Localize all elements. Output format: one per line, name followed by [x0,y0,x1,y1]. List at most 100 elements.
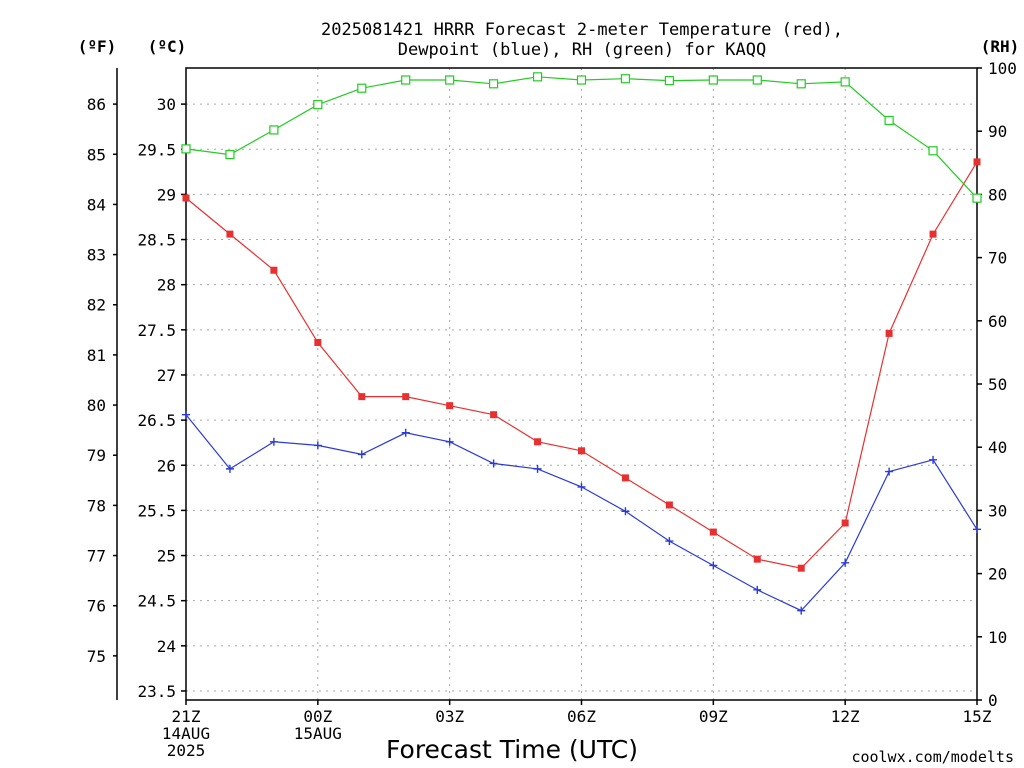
dewpoint-point [445,437,454,446]
temperature-point [446,402,454,410]
celsius-tick-label: 24.5 [137,592,176,611]
rh-tick-label: 100 [988,59,1017,78]
temperature-point [665,501,673,509]
temperature-point [885,329,893,337]
x-tick-label: 00Z [303,707,332,726]
temperature-point [226,230,234,238]
fahrenheit-tick-label: 82 [87,296,106,315]
dewpoint-point [357,450,366,459]
x-tick-label: 21Z [172,707,201,726]
celsius-tick-label: 25 [157,547,176,566]
temperature-point [270,266,278,274]
rh-tick-label: 0 [988,691,998,710]
temperature-point [973,158,981,166]
fahrenheit-tick-label: 79 [87,446,106,465]
temperature-point [402,393,410,401]
rh-unit-label: (RH) [981,37,1020,56]
dewpoint-point [753,585,762,594]
rh-point [620,74,631,84]
rh-point [489,79,499,89]
fahrenheit-tick-label: 84 [87,195,106,214]
x-axis-title: Forecast Time (UTC) [386,735,638,764]
dewpoint-point [973,525,981,534]
dewpoint-point [225,464,234,473]
chart-title-line-2: Dewpoint (blue), RH (green) for KAQQ [398,40,766,60]
fahrenheit-tick-label: 81 [87,346,106,365]
rh-point [269,125,279,135]
fahrenheit-tick-label: 78 [87,496,106,515]
temperature-point [358,393,366,401]
dewpoint-point [621,507,630,516]
rh-point [840,77,850,87]
temperature-point [753,555,761,563]
rh-point [708,75,718,85]
celsius-tick-label: 30 [157,95,176,114]
dewpoint-point [269,437,278,446]
rh-point [664,76,674,86]
celsius-tick-label: 27 [157,366,176,385]
rh-tick-label: 50 [988,375,1007,394]
fahrenheit-unit-label: (ºF) [78,37,117,56]
rh-point [752,75,762,85]
rh-point [445,75,455,85]
grid-lines [186,68,977,700]
rh-point [928,146,938,156]
temperature-point [534,438,542,446]
temperature-point [314,338,322,346]
axes: 75 76 77 78 79 80 81 82 83 84 85 86 23.5 24 24.5 25 25.5… [87,59,1017,760]
dewpoint-point [929,455,938,464]
rh-tick-label: 20 [988,565,1007,584]
celsius-tick-label: 27.5 [137,321,176,340]
celsius-tick-label: 26.5 [137,411,176,430]
x-tick-label: 12Z [831,707,860,726]
x-tick-label: 15Z [963,707,992,726]
dewpoint-line [185,414,978,612]
fahrenheit-tick-label: 86 [87,95,106,114]
rh-line [185,76,978,199]
dewpoint-point [533,464,542,473]
rh-tick-label: 40 [988,438,1007,457]
x-tick-label: 2025 [167,741,206,760]
credit-text: coolwx.com/modelts [851,748,1014,766]
celsius-tick-label: 28 [157,276,176,295]
celsius-unit-label: (ºC) [148,37,187,56]
fahrenheit-tick-label: 75 [87,647,106,666]
celsius-tick-label: 23.5 [137,682,176,701]
temperature-point [182,194,190,202]
rh-point [313,100,323,110]
rh-point [532,72,543,82]
celsius-tick-label: 29.5 [137,140,176,159]
x-tick-label: 03Z [435,707,464,726]
dewpoint-point [885,467,894,476]
x-tick-label: 14AUG [162,724,210,743]
rh-tick-label: 80 [988,185,1007,204]
x-tick-label: 09Z [699,707,728,726]
x-tick-label: 06Z [567,707,596,726]
dewpoint-point [665,537,674,546]
fahrenheit-tick-label: 85 [87,145,106,164]
temperature-point [578,447,585,455]
celsius-tick-label: 29 [157,185,176,204]
temperature-point [621,474,629,482]
dewpoint-point [577,482,586,491]
rh-point [401,75,411,85]
celsius-tick-label: 25.5 [137,501,176,520]
rh-point [796,79,806,89]
fahrenheit-tick-label: 83 [87,246,106,265]
temperature-point [841,519,849,527]
rh-point [972,193,982,203]
celsius-tick-label: 26 [157,456,176,475]
rh-point [357,83,367,93]
dewpoint-point [841,558,850,567]
dewpoint-point [313,441,322,450]
dewpoint-point [182,410,190,419]
x-tick-label: 15AUG [294,724,342,743]
rh-point [181,144,191,154]
rh-tick-label: 60 [988,312,1007,331]
rh-tick-label: 10 [988,628,1007,647]
rh-point [225,149,235,160]
dewpoint-point [489,459,498,468]
fahrenheit-tick-label: 77 [87,547,106,566]
dewpoint-point [797,606,806,615]
